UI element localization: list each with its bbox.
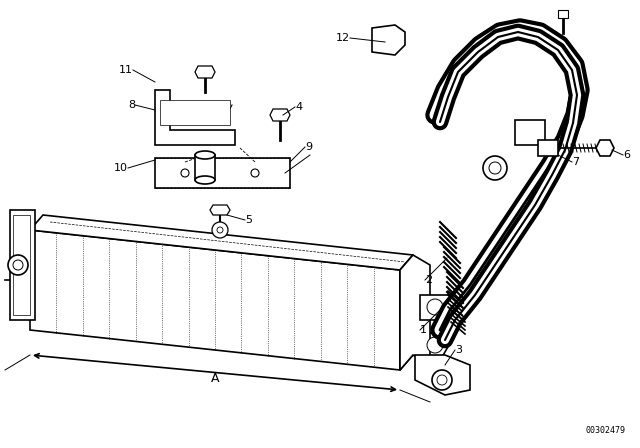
Polygon shape xyxy=(270,109,290,121)
Circle shape xyxy=(427,337,443,353)
Polygon shape xyxy=(155,158,290,188)
Circle shape xyxy=(251,169,259,177)
Ellipse shape xyxy=(195,151,215,159)
Circle shape xyxy=(483,156,507,180)
Polygon shape xyxy=(195,155,215,180)
Circle shape xyxy=(427,299,443,315)
Circle shape xyxy=(8,255,28,275)
Circle shape xyxy=(13,260,23,270)
Text: 12: 12 xyxy=(336,33,350,43)
Text: 11: 11 xyxy=(119,65,133,75)
Text: 00302479: 00302479 xyxy=(585,426,625,435)
Polygon shape xyxy=(13,215,30,315)
Circle shape xyxy=(212,222,228,238)
Text: 4: 4 xyxy=(295,102,302,112)
Text: 9: 9 xyxy=(305,142,312,152)
Text: 10: 10 xyxy=(114,163,128,173)
Text: 5: 5 xyxy=(245,215,252,225)
Circle shape xyxy=(437,375,447,385)
Text: 7: 7 xyxy=(572,157,579,167)
Polygon shape xyxy=(596,140,614,156)
Polygon shape xyxy=(30,230,400,370)
Circle shape xyxy=(432,370,452,390)
Polygon shape xyxy=(400,255,413,370)
Text: 6: 6 xyxy=(623,150,630,160)
Polygon shape xyxy=(538,140,558,156)
Polygon shape xyxy=(558,10,568,18)
Circle shape xyxy=(489,162,501,174)
Text: 1: 1 xyxy=(420,325,427,335)
Text: 8: 8 xyxy=(128,100,135,110)
Text: 2: 2 xyxy=(425,275,432,285)
Polygon shape xyxy=(195,66,215,78)
Polygon shape xyxy=(372,25,405,55)
Circle shape xyxy=(181,169,189,177)
Polygon shape xyxy=(515,120,545,145)
Polygon shape xyxy=(420,295,450,320)
Polygon shape xyxy=(30,215,413,270)
Polygon shape xyxy=(210,205,230,215)
Polygon shape xyxy=(400,255,430,370)
Circle shape xyxy=(217,227,223,233)
Polygon shape xyxy=(415,355,470,395)
Polygon shape xyxy=(155,90,235,145)
Polygon shape xyxy=(160,100,230,125)
Polygon shape xyxy=(10,210,35,320)
Text: 3: 3 xyxy=(455,345,462,355)
Ellipse shape xyxy=(195,176,215,184)
Text: A: A xyxy=(211,371,220,384)
